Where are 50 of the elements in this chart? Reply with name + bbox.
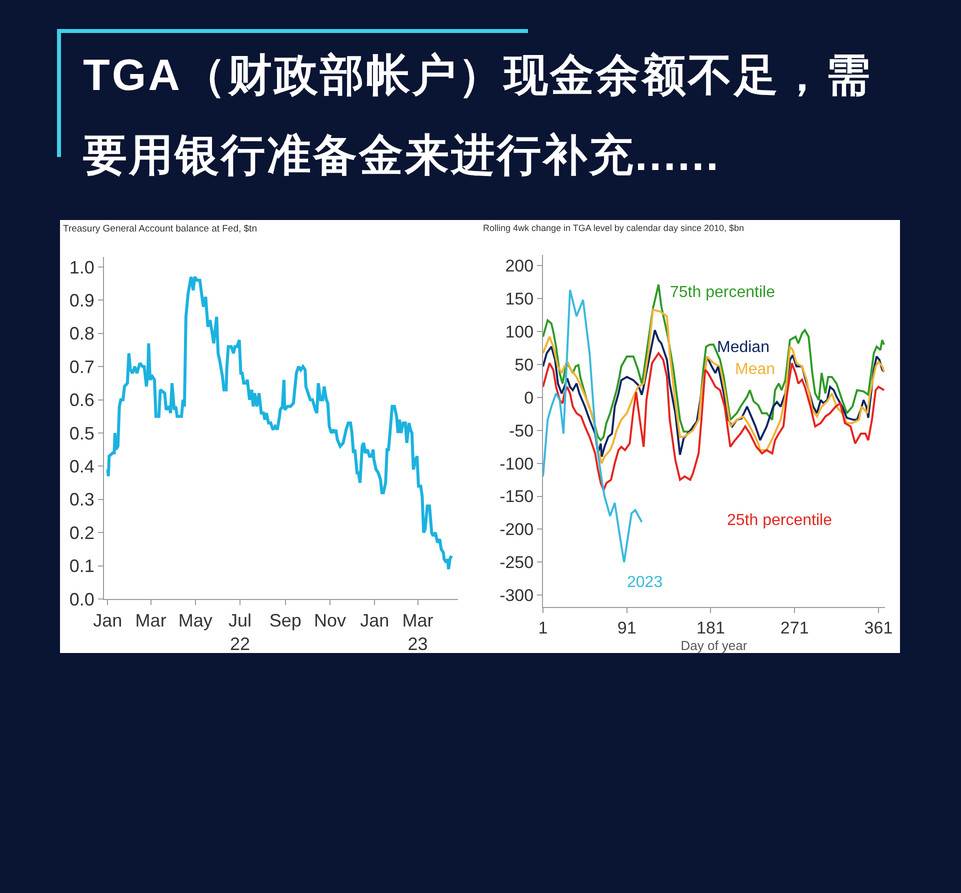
y-tick-label: 0.3	[69, 490, 94, 510]
y-tick-label: 1.0	[69, 257, 94, 278]
line-series	[543, 352, 885, 492]
x-tick-label: Sep	[269, 610, 302, 631]
y-tick-label: 0.4	[69, 456, 94, 476]
y-tick-label: -150	[500, 487, 534, 506]
text: 25th percentile	[727, 512, 832, 529]
x-tick-label: May	[178, 610, 212, 631]
x-tick-label: Mar 23	[402, 610, 434, 654]
y-tick-label: 50	[514, 355, 534, 374]
series-label: Mean	[735, 361, 776, 378]
x-tick-label: Nov	[314, 610, 346, 631]
y-tick-label: 0.0	[69, 589, 94, 610]
y-tick-label: 0.7	[69, 356, 94, 377]
line-series	[543, 308, 885, 464]
series-label: Median	[717, 339, 770, 356]
y-tick-label: 100	[505, 322, 534, 342]
y-tick-label: 0.1	[69, 556, 94, 576]
x-tick-label: 361	[864, 618, 893, 638]
y-tick-label: -100	[500, 454, 534, 474]
chart-title: Treasury General Account balance at Fed, $tn	[63, 223, 257, 234]
text: TGA（财政部帐户）现金余额不足，需要用银行准备金来进行补充......	[83, 50, 873, 182]
y-tick-label: 0.9	[69, 290, 94, 310]
y-tick-label: -200	[500, 520, 534, 540]
y-tick-label: -50	[509, 421, 534, 440]
line-series	[106, 275, 453, 571]
y-tick-label: -250	[500, 553, 534, 572]
line-series	[543, 288, 643, 564]
y-tick-label: 0.5	[69, 423, 94, 444]
y-tick-label: 0.8	[69, 324, 94, 344]
chart-title: Rolling 4wk change in TGA level by calendar day since 2010, $bn	[483, 223, 744, 234]
x-tick-label: 1	[538, 618, 548, 638]
y-tick-label: 200	[505, 256, 534, 276]
x-tick-label: 181	[696, 618, 725, 638]
line-series	[543, 329, 885, 458]
y-tick-label: 0.6	[69, 390, 94, 410]
x-axis-title: Day of year	[680, 638, 748, 653]
series-label: 2023	[627, 574, 663, 591]
y-tick-label: 0.2	[69, 522, 94, 543]
line-series	[543, 284, 885, 442]
y-tick-label: 150	[505, 289, 534, 308]
x-tick-label: Jan	[360, 610, 390, 631]
y-tick-label: -300	[500, 586, 534, 606]
x-tick-label: Mar	[135, 610, 166, 631]
x-tick-label: 91	[617, 618, 636, 638]
y-tick-label: 0	[524, 388, 534, 408]
x-tick-label: Jul 22	[228, 610, 252, 654]
x-tick-label: Jan	[93, 610, 122, 631]
x-tick-label: 271	[780, 618, 809, 638]
series-label: 75th percentile	[670, 284, 776, 301]
